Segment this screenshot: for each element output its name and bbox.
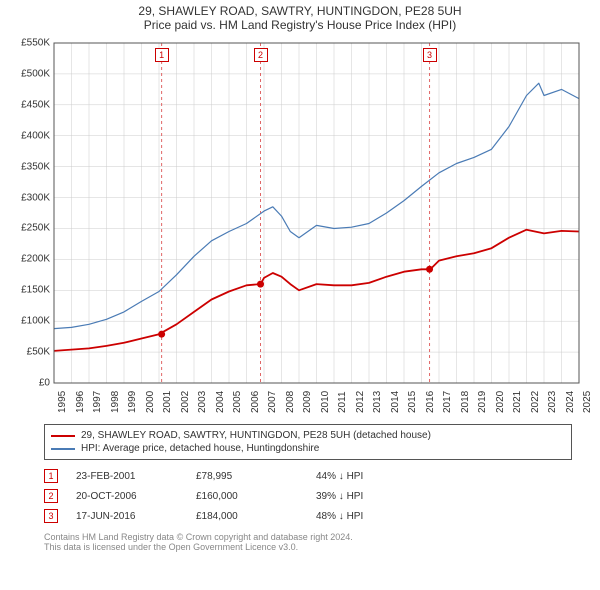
x-axis-label: 2001 xyxy=(162,391,173,413)
y-axis-label: £0 xyxy=(39,378,50,389)
legend-item: 29, SHAWLEY ROAD, SAWTRY, HUNTINGDON, PE… xyxy=(51,429,565,442)
x-axis-label: 2024 xyxy=(565,391,576,413)
x-axis-label: 2003 xyxy=(197,391,208,413)
x-axis-label: 2012 xyxy=(355,391,366,413)
sale-row: 1 23-FEB-2001 £78,995 44% ↓ HPI xyxy=(44,466,572,486)
x-axis-label: 1998 xyxy=(110,391,121,413)
y-axis-label: £150K xyxy=(21,285,50,296)
legend-swatch xyxy=(51,435,75,437)
sale-marker-icon: 3 xyxy=(44,509,58,523)
x-axis-label: 2016 xyxy=(425,391,436,413)
y-axis-label: £400K xyxy=(21,130,50,141)
x-axis-label: 1999 xyxy=(127,391,138,413)
x-axis-label: 2010 xyxy=(320,391,331,413)
x-axis-label: 2005 xyxy=(232,391,243,413)
x-axis-label: 2013 xyxy=(372,391,383,413)
sale-marker-icon: 2 xyxy=(44,489,58,503)
x-axis-label: 2022 xyxy=(530,391,541,413)
sales-table: 1 23-FEB-2001 £78,995 44% ↓ HPI 2 20-OCT… xyxy=(44,466,572,526)
sale-row: 2 20-OCT-2006 £160,000 39% ↓ HPI xyxy=(44,486,572,506)
sale-marker-icon: 1 xyxy=(44,469,58,483)
x-axis-label: 2006 xyxy=(250,391,261,413)
y-axis-label: £50K xyxy=(27,347,50,358)
legend-swatch xyxy=(51,448,75,450)
x-axis-label: 2021 xyxy=(512,391,523,413)
x-axis-label: 1995 xyxy=(57,391,68,413)
sale-price: £160,000 xyxy=(196,491,316,502)
x-axis-label: 2018 xyxy=(460,391,471,413)
chart-container: 29, SHAWLEY ROAD, SAWTRY, HUNTINGDON, PE… xyxy=(0,0,600,590)
y-axis-label: £500K xyxy=(21,68,50,79)
footer-line-1: Contains HM Land Registry data © Crown c… xyxy=(44,532,572,542)
x-axis-label: 2011 xyxy=(337,391,348,413)
y-axis-label: £350K xyxy=(21,161,50,172)
x-axis-label: 2020 xyxy=(495,391,506,413)
title-line-2: Price paid vs. HM Land Registry's House … xyxy=(0,18,600,32)
y-axis-label: £300K xyxy=(21,192,50,203)
chart-sale-marker: 1 xyxy=(155,48,169,62)
x-axis-label: 2023 xyxy=(547,391,558,413)
sale-price: £184,000 xyxy=(196,511,316,522)
title-block: 29, SHAWLEY ROAD, SAWTRY, HUNTINGDON, PE… xyxy=(0,0,600,34)
sale-date: 17-JUN-2016 xyxy=(76,511,196,522)
chart-sale-marker: 2 xyxy=(254,48,268,62)
x-axis-label: 2019 xyxy=(477,391,488,413)
footer-line-2: This data is licensed under the Open Gov… xyxy=(44,542,572,552)
price-chart: £0 £50K £100K £150K £200K £250K £300K £350K £400… xyxy=(10,38,590,418)
x-axis-label: 1997 xyxy=(92,391,103,413)
legend-label: HPI: Average price, detached house, Hunt… xyxy=(81,443,319,454)
sale-diff: 39% ↓ HPI xyxy=(316,491,363,502)
footer: Contains HM Land Registry data © Crown c… xyxy=(44,532,572,552)
sale-price: £78,995 xyxy=(196,471,316,482)
sale-diff: 48% ↓ HPI xyxy=(316,511,363,522)
sale-diff: 44% ↓ HPI xyxy=(316,471,363,482)
y-axis-label: £250K xyxy=(21,223,50,234)
x-axis-label: 2009 xyxy=(302,391,313,413)
sale-row: 3 17-JUN-2016 £184,000 48% ↓ HPI xyxy=(44,506,572,526)
sale-date: 20-OCT-2006 xyxy=(76,491,196,502)
y-axis-label: £550K xyxy=(21,38,50,49)
x-axis-label: 2000 xyxy=(145,391,156,413)
x-axis-label: 1996 xyxy=(75,391,86,413)
x-axis-label: 2025 xyxy=(582,391,593,413)
x-axis-label: 2004 xyxy=(215,391,226,413)
chart-sale-marker: 3 xyxy=(423,48,437,62)
sale-date: 23-FEB-2001 xyxy=(76,471,196,482)
y-axis-label: £450K xyxy=(21,99,50,110)
x-axis-label: 2014 xyxy=(390,391,401,413)
x-axis-label: 2008 xyxy=(285,391,296,413)
y-axis-label: £100K xyxy=(21,316,50,327)
title-line-1: 29, SHAWLEY ROAD, SAWTRY, HUNTINGDON, PE… xyxy=(0,4,600,18)
y-axis-label: £200K xyxy=(21,254,50,265)
legend: 29, SHAWLEY ROAD, SAWTRY, HUNTINGDON, PE… xyxy=(44,424,572,460)
x-axis-label: 2017 xyxy=(442,391,453,413)
legend-label: 29, SHAWLEY ROAD, SAWTRY, HUNTINGDON, PE… xyxy=(81,430,431,441)
legend-item: HPI: Average price, detached house, Hunt… xyxy=(51,442,565,455)
x-axis-label: 2002 xyxy=(180,391,191,413)
x-axis-label: 2015 xyxy=(407,391,418,413)
x-axis-label: 2007 xyxy=(267,391,278,413)
